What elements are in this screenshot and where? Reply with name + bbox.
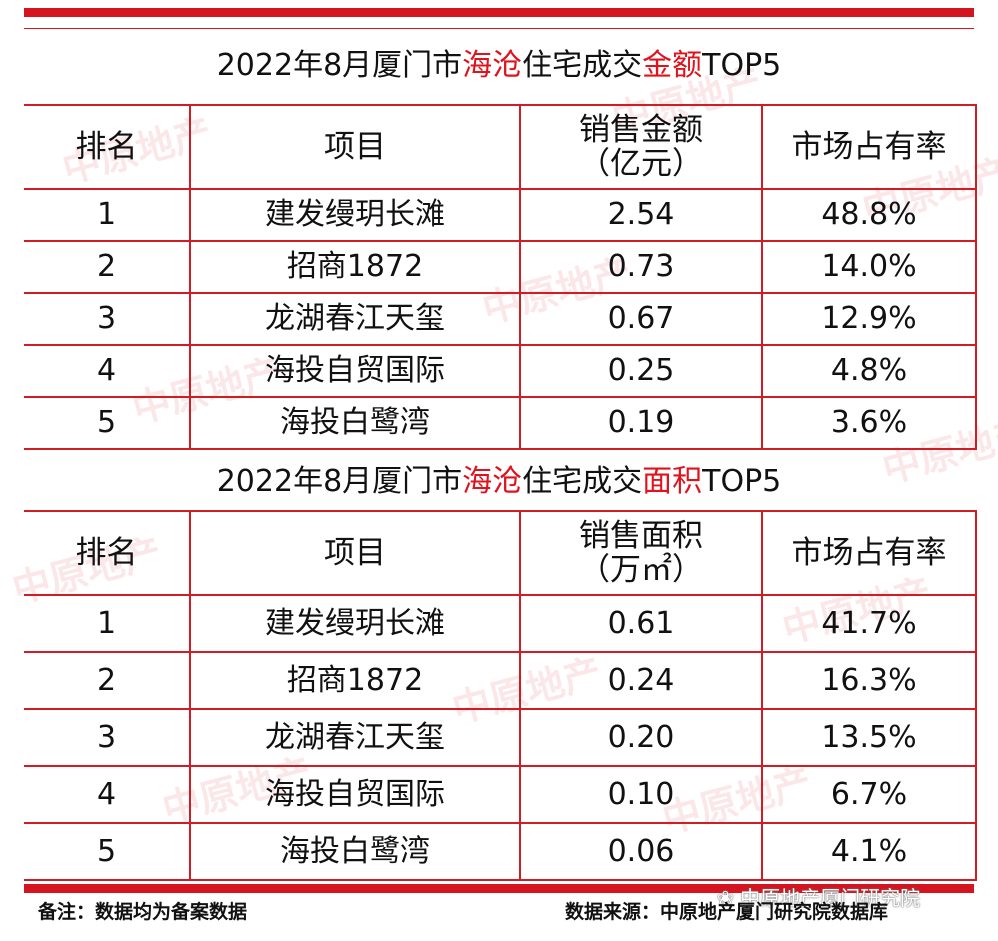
wechat-account-name: 中原地产厦门研究院 — [740, 886, 921, 910]
cell-share: 13.5% — [761, 708, 977, 767]
table-row: 1 建发缦玥长滩 0.61 41.7% — [24, 594, 977, 653]
cell-value: 0.67 — [519, 292, 763, 346]
cell-share: 3.6% — [761, 396, 977, 450]
table-header-row: 排名 项目 销售金额 （亿元） 市场占有率 — [24, 104, 977, 190]
header-project: 项目 — [189, 510, 521, 596]
table-row: 2 招商1872 0.24 16.3% — [24, 651, 977, 710]
cell-rank: 4 — [24, 344, 191, 398]
header-project: 项目 — [189, 104, 521, 190]
cell-share: 4.8% — [761, 344, 977, 398]
cell-value: 0.73 — [519, 240, 763, 294]
cell-rank: 3 — [24, 708, 191, 767]
cell-project: 海投自贸国际 — [189, 344, 521, 398]
cell-rank: 5 — [24, 822, 191, 881]
table-row: 5 海投白鹭湾 0.06 4.1% — [24, 822, 977, 881]
cell-rank: 4 — [24, 765, 191, 824]
table-header-row: 排名 项目 销售面积 （万㎡） 市场占有率 — [24, 510, 977, 596]
cell-project: 招商1872 — [189, 651, 521, 710]
top-red-bar — [24, 8, 974, 17]
cell-project: 建发缦玥长滩 — [189, 594, 521, 653]
wechat-icon: ❀ — [717, 886, 734, 910]
cell-project: 海投白鹭湾 — [189, 396, 521, 450]
header-rank: 排名 — [24, 510, 191, 596]
header-share: 市场占有率 — [761, 104, 977, 190]
cell-share: 41.7% — [761, 594, 977, 653]
cell-rank: 3 — [24, 292, 191, 346]
cell-project: 建发缦玥长滩 — [189, 188, 521, 242]
table1: 排名 项目 销售金额 （亿元） 市场占有率 1 建发缦玥长滩 2.54 48.8%… — [24, 104, 977, 450]
footer-source: 数据来源：中原地产厦门研究院数据库 — [565, 901, 889, 923]
cell-project: 海投白鹭湾 — [189, 822, 521, 881]
cell-value: 0.19 — [519, 396, 763, 450]
cell-value: 0.20 — [519, 708, 763, 767]
cell-share: 4.1% — [761, 822, 977, 881]
cell-rank: 1 — [24, 594, 191, 653]
cell-share: 16.3% — [761, 651, 977, 710]
table-row: 5 海投白鹭湾 0.19 3.6% — [24, 396, 977, 450]
wechat-account-overlay: ❀ 中原地产厦门研究院 — [717, 885, 920, 911]
table-row: 4 海投自贸国际 0.10 6.7% — [24, 765, 977, 824]
header-value: 销售金额 （亿元） — [519, 104, 763, 190]
cell-share: 48.8% — [761, 188, 977, 242]
cell-value: 0.10 — [519, 765, 763, 824]
cell-rank: 1 — [24, 188, 191, 242]
cell-value: 0.24 — [519, 651, 763, 710]
cell-share: 6.7% — [761, 765, 977, 824]
cell-value: 0.61 — [519, 594, 763, 653]
cell-project: 招商1872 — [189, 240, 521, 294]
cell-rank: 2 — [24, 651, 191, 710]
table-row: 3 龙湖春江天玺 0.67 12.9% — [24, 292, 977, 346]
table-row: 4 海投自贸国际 0.25 4.8% — [24, 344, 977, 398]
table1-title: 2022年8月厦门市海沧住宅成交金额TOP5 — [216, 48, 782, 83]
bottom-red-bar — [24, 884, 974, 893]
top-thin-rule — [24, 28, 974, 29]
cell-value: 2.54 — [519, 188, 763, 242]
table-row: 1 建发缦玥长滩 2.54 48.8% — [24, 188, 977, 242]
cell-value: 0.06 — [519, 822, 763, 881]
cell-share: 14.0% — [761, 240, 977, 294]
cell-project: 海投自贸国际 — [189, 765, 521, 824]
cell-rank: 2 — [24, 240, 191, 294]
cell-project: 龙湖春江天玺 — [189, 708, 521, 767]
header-rank: 排名 — [24, 104, 191, 190]
header-share: 市场占有率 — [761, 510, 977, 596]
table-row: 3 龙湖春江天玺 0.20 13.5% — [24, 708, 977, 767]
cell-share: 12.9% — [761, 292, 977, 346]
table2: 排名 项目 销售面积 （万㎡） 市场占有率 1 建发缦玥长滩 0.61 41.7%… — [24, 510, 977, 881]
cell-project: 龙湖春江天玺 — [189, 292, 521, 346]
table-row: 2 招商1872 0.73 14.0% — [24, 240, 977, 294]
table2-title: 2022年8月厦门市海沧住宅成交面积TOP5 — [216, 464, 782, 499]
cell-value: 0.25 — [519, 344, 763, 398]
cell-rank: 5 — [24, 396, 191, 450]
footer-note: 备注：数据均为备案数据 — [38, 901, 248, 923]
header-value: 销售面积 （万㎡） — [519, 510, 763, 596]
